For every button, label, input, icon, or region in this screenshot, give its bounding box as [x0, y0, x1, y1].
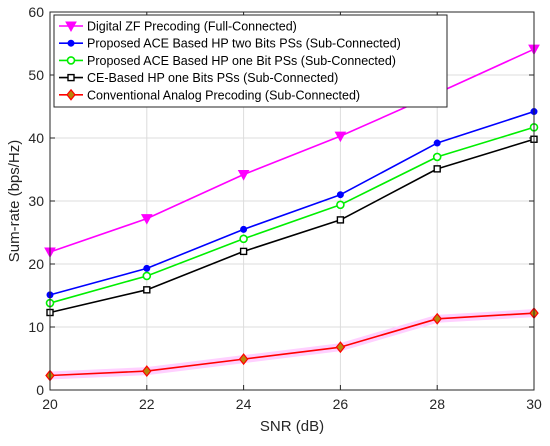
legend-item: CE-Based HP one Bits PSs (Sub-Connected)	[59, 71, 338, 85]
x-tick-label: 28	[429, 396, 445, 412]
legend-label: Conventional Analog Precoding (Sub-Conne…	[87, 88, 360, 102]
data-point	[433, 139, 441, 147]
y-tick-label: 30	[28, 193, 44, 209]
legend-item: Proposed ACE Based HP two Bits PSs (Sub-…	[59, 37, 401, 51]
series-2	[46, 108, 538, 299]
data-point	[335, 341, 346, 354]
data-point	[336, 191, 344, 199]
legend-swatch-marker	[66, 56, 76, 65]
legend-swatch-marker	[65, 21, 77, 33]
legend-swatch-marker	[67, 39, 75, 47]
series-line	[49, 126, 535, 304]
x-tick-label: 26	[333, 396, 349, 412]
y-axis-label: Sum-rate (bps/Hz)	[6, 140, 23, 263]
x-tick-label: 22	[139, 396, 155, 412]
data-point	[238, 353, 249, 366]
data-point	[239, 247, 248, 256]
data-point	[143, 286, 151, 294]
y-tick-label: 0	[36, 382, 44, 398]
y-tick-label: 40	[28, 130, 44, 146]
data-point	[142, 365, 152, 378]
legend-item: Conventional Analog Precoding (Sub-Conne…	[59, 88, 360, 102]
data-point	[336, 200, 345, 210]
series-line	[49, 48, 535, 253]
y-tick-label: 50	[28, 67, 44, 83]
x-axis-ticks: 20 22 24 26 28 30	[42, 12, 542, 412]
series-5	[45, 307, 539, 382]
data-point	[336, 216, 345, 224]
x-tick-label: 20	[42, 396, 58, 412]
y-tick-label: 60	[28, 4, 44, 20]
legend-swatch-marker	[67, 73, 75, 82]
series-line	[49, 110, 535, 296]
x-axis-label: SNR (dB)	[260, 418, 324, 435]
data-point	[142, 271, 152, 281]
data-point	[143, 264, 151, 272]
legend-swatch-marker	[66, 88, 76, 101]
data-point	[140, 214, 153, 225]
legend-box	[53, 14, 448, 108]
x-tick-label: 24	[236, 396, 252, 412]
data-series	[44, 44, 540, 382]
data-point	[239, 234, 248, 244]
series-3	[45, 122, 539, 308]
legend-label: Proposed ACE Based HP two Bits PSs (Sub-…	[87, 37, 401, 51]
y-tick-label: 20	[28, 256, 44, 272]
y-tick-label: 10	[28, 319, 44, 335]
legend-item: Proposed ACE Based HP one Bit PSs (Sub-C…	[59, 54, 396, 68]
data-point	[240, 225, 248, 233]
data-point	[237, 170, 250, 181]
data-point	[433, 165, 441, 173]
data-point	[334, 131, 347, 143]
legend-item: Digital ZF Precoding (Full-Connected)	[59, 20, 297, 34]
legend-label: CE-Based HP one Bits PSs (Sub-Connected)	[87, 71, 338, 85]
legend-label: Proposed ACE Based HP one Bit PSs (Sub-C…	[87, 54, 396, 68]
data-point	[432, 152, 442, 162]
data-point	[432, 312, 442, 325]
x-tick-label: 30	[526, 396, 542, 412]
legend: Digital ZF Precoding (Full-Connected) Pro…	[53, 14, 448, 108]
plot-frame	[49, 11, 535, 391]
series-line	[49, 138, 535, 314]
legend-label: Digital ZF Precoding (Full-Connected)	[87, 20, 297, 34]
series-line	[49, 312, 535, 377]
